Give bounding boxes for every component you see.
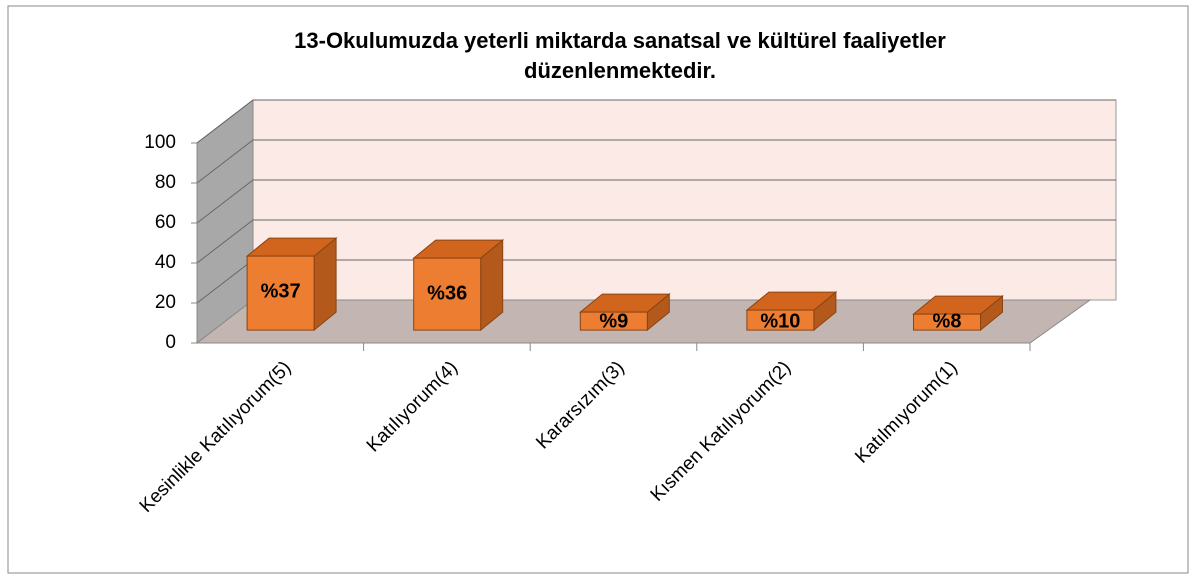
- data-label: %36: [427, 282, 467, 304]
- bar: [246, 255, 315, 331]
- back-wall: [252, 99, 1117, 301]
- bar: [746, 309, 815, 331]
- y-tick-label: 0: [165, 332, 176, 353]
- data-label: %9: [599, 310, 628, 332]
- grid-line: [196, 139, 254, 184]
- y-tick-label: 100: [144, 132, 176, 153]
- y-tick-label: 80: [155, 172, 176, 193]
- data-label: %37: [261, 280, 301, 302]
- data-label: %8: [933, 310, 962, 332]
- grid-line: [196, 219, 254, 264]
- grid-line: [196, 179, 254, 224]
- data-label: %10: [760, 310, 800, 332]
- chart-title: 13-Okulumuzda yeterli miktarda sanatsal …: [294, 28, 946, 83]
- y-tick-label: 60: [155, 212, 176, 233]
- grid-line: [196, 99, 254, 144]
- bar: [413, 257, 482, 331]
- bar: [913, 313, 981, 331]
- bar: [579, 311, 648, 331]
- y-tick-label: 20: [155, 292, 176, 313]
- y-tick-label: 40: [155, 252, 176, 273]
- grid-line: [196, 259, 254, 304]
